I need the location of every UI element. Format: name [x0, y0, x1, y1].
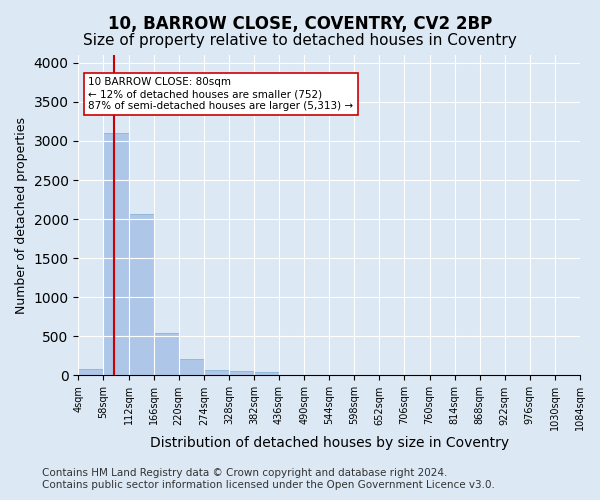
- Bar: [79, 369, 103, 376]
- X-axis label: Distribution of detached houses by size in Coventry: Distribution of detached houses by size …: [149, 436, 509, 450]
- Bar: [204, 370, 229, 376]
- Bar: [229, 371, 254, 376]
- Text: Size of property relative to detached houses in Coventry: Size of property relative to detached ho…: [83, 32, 517, 48]
- Text: 10 BARROW CLOSE: 80sqm
← 12% of detached houses are smaller (752)
87% of semi-de: 10 BARROW CLOSE: 80sqm ← 12% of detached…: [88, 78, 353, 110]
- Bar: [254, 372, 279, 376]
- Bar: [103, 133, 128, 376]
- Text: 10, BARROW CLOSE, COVENTRY, CV2 2BP: 10, BARROW CLOSE, COVENTRY, CV2 2BP: [108, 15, 492, 33]
- Bar: [179, 359, 204, 376]
- Y-axis label: Number of detached properties: Number of detached properties: [15, 116, 28, 314]
- Bar: [128, 214, 154, 376]
- Text: Contains HM Land Registry data © Crown copyright and database right 2024.
Contai: Contains HM Land Registry data © Crown c…: [42, 468, 495, 490]
- Bar: [154, 334, 179, 376]
